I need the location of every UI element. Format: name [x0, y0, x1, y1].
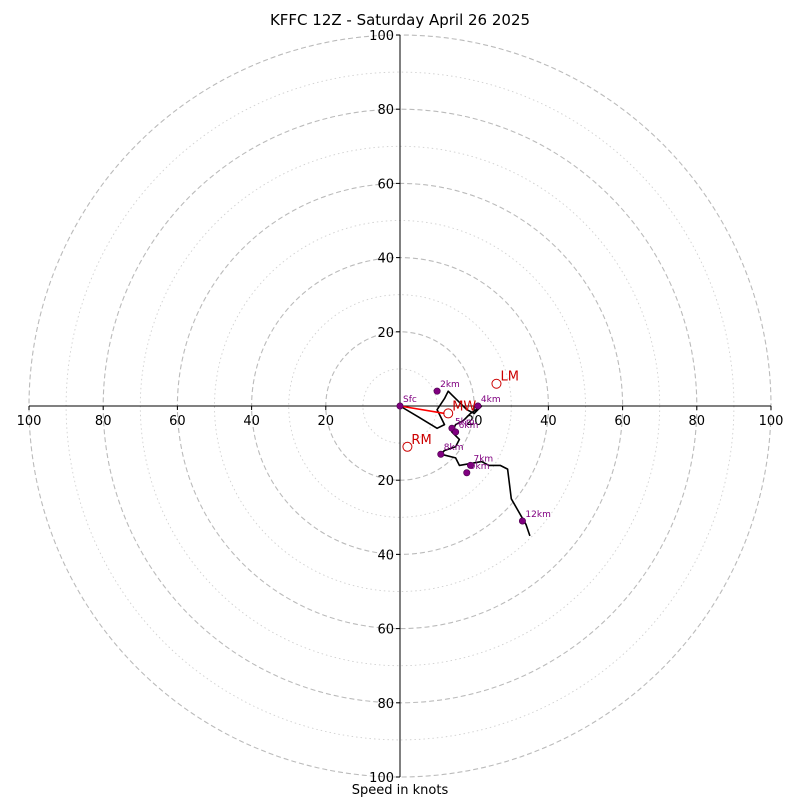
y-tick-label: 100 — [369, 29, 394, 44]
height-marker — [437, 450, 445, 458]
height-marker — [433, 387, 441, 395]
hodograph-trace — [399, 390, 531, 537]
y-tick-label: 60 — [377, 177, 394, 192]
height-marker-label: 2km — [440, 380, 460, 390]
storm-motion-marker — [443, 408, 454, 419]
x-tick-label: 80 — [689, 414, 706, 429]
storm-motion-label: RM — [411, 433, 431, 448]
x-tick-label: 40 — [540, 414, 557, 429]
height-marker — [474, 402, 482, 410]
height-marker-label: 4km — [481, 395, 501, 405]
y-tick-label: 60 — [377, 623, 394, 638]
height-marker — [452, 428, 460, 436]
storm-motion-marker — [491, 378, 502, 389]
height-marker-label: 6km — [459, 421, 479, 431]
x-tick-label: 40 — [243, 414, 260, 429]
y-tick-label: 80 — [377, 697, 394, 712]
x-tick-label: 100 — [759, 414, 784, 429]
storm-motion-marker — [402, 441, 413, 452]
y-tick-label: 40 — [377, 548, 394, 563]
shear-vector — [399, 405, 445, 415]
height-marker — [396, 402, 404, 410]
y-tick-label: 20 — [377, 474, 394, 489]
height-marker-label: 9km — [470, 462, 490, 472]
x-axis-label: Speed in knots — [351, 783, 449, 798]
x-tick-label: 20 — [466, 414, 483, 429]
x-tick-label: 60 — [169, 414, 186, 429]
height-marker — [463, 469, 471, 477]
height-marker-label: 5km — [455, 417, 475, 427]
y-tick-label: 20 — [377, 326, 394, 341]
x-tick-label: 20 — [318, 414, 335, 429]
height-marker-label: Sfc — [403, 395, 417, 405]
y-tick-label: 80 — [377, 103, 394, 118]
chart-title: KFFC 12Z - Saturday April 26 2025 — [269, 11, 531, 29]
x-tick-label: 60 — [614, 414, 631, 429]
height-marker — [466, 461, 474, 469]
height-marker-label: 7km — [473, 454, 493, 464]
height-marker-label: 8km — [444, 443, 464, 453]
height-marker-label: 12km — [525, 510, 550, 520]
height-marker — [518, 517, 526, 525]
x-tick-label: 80 — [95, 414, 112, 429]
x-tick-label: 100 — [17, 414, 42, 429]
storm-motion-label: LM — [500, 370, 518, 385]
y-tick-label: 100 — [369, 771, 394, 786]
storm-motion-label: MW — [452, 399, 476, 414]
y-tick-label: 40 — [377, 252, 394, 267]
